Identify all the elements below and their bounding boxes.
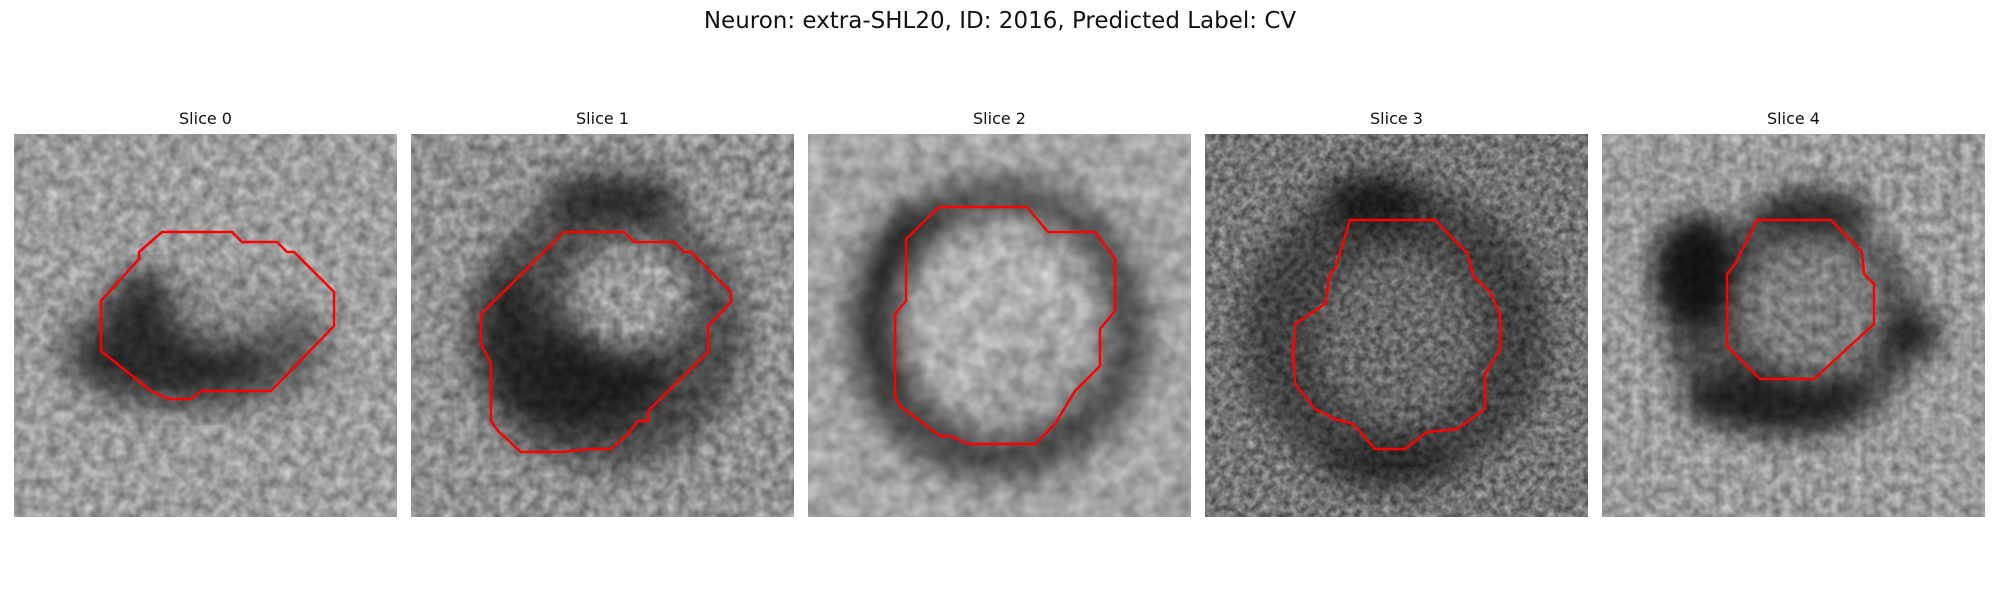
- slice-panel-3: Slice 3: [1205, 104, 1588, 517]
- slice-image: [14, 134, 397, 517]
- slice-title: Slice 3: [1370, 109, 1423, 128]
- slice-image: [411, 134, 794, 517]
- roi-outline: [1291, 218, 1502, 451]
- slice-title: Slice 1: [576, 109, 629, 128]
- slice-image: [1205, 134, 1588, 517]
- roi-outline: [479, 230, 733, 454]
- slice-panel-2: Slice 2: [808, 104, 1191, 517]
- roi-outline: [99, 230, 336, 401]
- slice-title: Slice 2: [973, 109, 1026, 128]
- slice-panel-4: Slice 4: [1602, 104, 1985, 517]
- slice-panel-0: Slice 0: [14, 104, 397, 517]
- slice-title: Slice 0: [179, 109, 232, 128]
- slice-image: [1602, 134, 1985, 517]
- roi-outline: [1725, 218, 1876, 381]
- slice-panel-1: Slice 1: [411, 104, 794, 517]
- slice-image: [808, 134, 1191, 517]
- slice-title: Slice 4: [1767, 109, 1820, 128]
- roi-outline: [893, 205, 1117, 446]
- figure-title: Neuron: extra-SHL20, ID: 2016, Predicted…: [703, 8, 1297, 34]
